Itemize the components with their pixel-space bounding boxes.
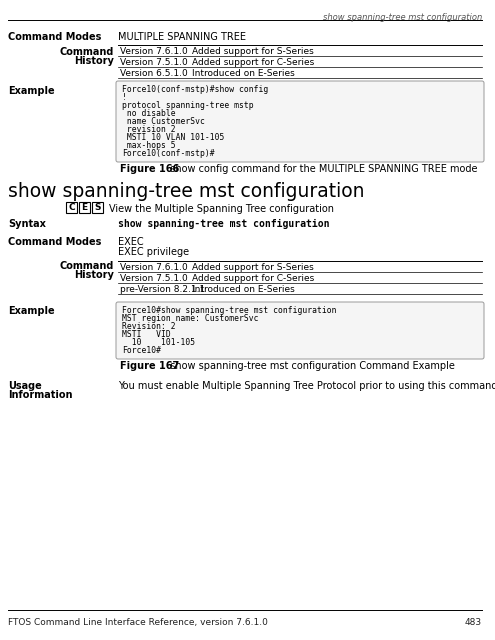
Text: show spanning-tree mst configuration: show spanning-tree mst configuration <box>118 219 330 229</box>
Text: S: S <box>94 203 101 212</box>
Text: History: History <box>74 56 114 66</box>
Text: Force10(conf-mstp)#: Force10(conf-mstp)# <box>122 149 215 158</box>
Text: Version 7.5.1.0: Version 7.5.1.0 <box>120 58 188 67</box>
Text: EXEC privilege: EXEC privilege <box>118 247 189 257</box>
Text: revision 2: revision 2 <box>122 125 176 134</box>
Text: Command: Command <box>59 261 114 271</box>
Text: show spanning-tree mst configuration Command Example: show spanning-tree mst configuration Com… <box>164 361 455 371</box>
Text: Force10(conf-mstp)#show config: Force10(conf-mstp)#show config <box>122 85 268 94</box>
Text: EXEC: EXEC <box>118 237 144 247</box>
Text: protocol spanning-tree mstp: protocol spanning-tree mstp <box>122 101 253 110</box>
Text: View the Multiple Spanning Tree configuration: View the Multiple Spanning Tree configur… <box>109 204 334 214</box>
Text: Command Modes: Command Modes <box>8 32 101 42</box>
Text: Force10#: Force10# <box>122 346 161 355</box>
Text: Version 6.5.1.0: Version 6.5.1.0 <box>120 69 188 78</box>
Text: show spanning-tree mst configuration: show spanning-tree mst configuration <box>8 182 364 201</box>
Text: !: ! <box>122 93 127 102</box>
Text: MST region name: CustomerSvc: MST region name: CustomerSvc <box>122 314 258 323</box>
Text: 483: 483 <box>465 618 482 627</box>
Text: show spanning-tree mst configuration: show spanning-tree mst configuration <box>323 13 482 22</box>
Text: Version 7.5.1.0: Version 7.5.1.0 <box>120 274 188 283</box>
Bar <box>66 202 77 213</box>
Text: Revision: 2: Revision: 2 <box>122 322 176 331</box>
Text: Added support for C-Series: Added support for C-Series <box>192 274 314 283</box>
Text: Information: Information <box>8 390 72 400</box>
Text: Added support for C-Series: Added support for C-Series <box>192 58 314 67</box>
Text: Introduced on E-Series: Introduced on E-Series <box>192 285 295 294</box>
Text: Introduced on E-Series: Introduced on E-Series <box>192 69 295 78</box>
Text: Figure 167: Figure 167 <box>120 361 179 371</box>
FancyBboxPatch shape <box>116 81 484 162</box>
Text: Command Modes: Command Modes <box>8 237 101 247</box>
Text: E: E <box>82 203 88 212</box>
Text: History: History <box>74 270 114 280</box>
Text: max-hops 5: max-hops 5 <box>122 141 176 150</box>
Text: Command: Command <box>59 47 114 57</box>
Text: Added support for S-Series: Added support for S-Series <box>192 263 314 272</box>
Text: MSTI   VID: MSTI VID <box>122 330 171 339</box>
Text: show config command for the MULTIPLE SPANNING TREE mode: show config command for the MULTIPLE SPA… <box>164 164 478 174</box>
Text: FTOS Command Line Interface Reference, version 7.6.1.0: FTOS Command Line Interface Reference, v… <box>8 618 268 627</box>
Text: MSTI 10 VLAN 101-105: MSTI 10 VLAN 101-105 <box>122 133 224 142</box>
Text: C: C <box>68 203 75 212</box>
Text: Example: Example <box>8 306 54 316</box>
Bar <box>79 202 90 213</box>
Text: name CustomerSvc: name CustomerSvc <box>122 117 205 126</box>
Text: Version 7.6.1.0: Version 7.6.1.0 <box>120 263 188 272</box>
Text: Force10#show spanning-tree mst configuration: Force10#show spanning-tree mst configura… <box>122 306 337 315</box>
Text: Usage: Usage <box>8 381 42 391</box>
Text: pre-Version 8.2.1.1: pre-Version 8.2.1.1 <box>120 285 205 294</box>
Text: You must enable Multiple Spanning Tree Protocol prior to using this command.: You must enable Multiple Spanning Tree P… <box>118 381 495 391</box>
Text: Figure 166: Figure 166 <box>120 164 179 174</box>
Text: Version 7.6.1.0: Version 7.6.1.0 <box>120 47 188 56</box>
Text: no disable: no disable <box>122 109 176 118</box>
Text: MULTIPLE SPANNING TREE: MULTIPLE SPANNING TREE <box>118 32 246 42</box>
Bar <box>92 202 103 213</box>
FancyBboxPatch shape <box>116 302 484 359</box>
Text: Example: Example <box>8 86 54 96</box>
Text: Syntax: Syntax <box>8 219 46 229</box>
Text: 10    101-105: 10 101-105 <box>122 338 195 347</box>
Text: Added support for S-Series: Added support for S-Series <box>192 47 314 56</box>
